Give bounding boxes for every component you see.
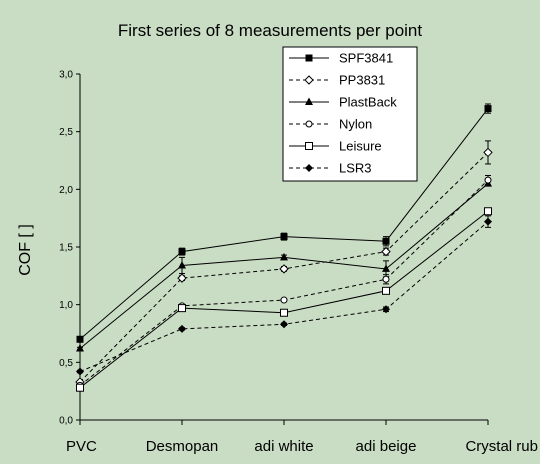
data-point: [76, 335, 84, 343]
data-point: [279, 264, 289, 274]
data-point: [178, 248, 186, 256]
data-point: [280, 320, 288, 329]
legend-marker: [304, 75, 314, 85]
data-point: [178, 304, 186, 313]
data-point: [484, 217, 492, 226]
legend-marker: [305, 164, 313, 172]
y-tick-label: 0,5: [59, 358, 73, 369]
legend-marker: [305, 142, 313, 150]
data-point: [76, 383, 84, 392]
legend: SPF3841 PP3831 PlastBack Nylon Leisure LSR3: [282, 46, 418, 182]
legend-marker: [305, 54, 313, 62]
series-LSR3: [76, 215, 492, 376]
data-point: [382, 237, 390, 245]
legend-label: SPF3841: [339, 51, 393, 66]
axes: 0,0 0,5 1,0 1,5 2,0 2,5 3,0 PVC Desmopan adi whit…: [59, 70, 538, 456]
data-point: [484, 105, 492, 113]
y-tick-label: 0,0: [59, 416, 73, 427]
chart-title: First series of 8 measurements per point: [118, 21, 423, 40]
series-Nylon: [76, 174, 492, 389]
data-point: [484, 176, 492, 184]
legend-label: Leisure: [339, 139, 382, 154]
data-point: [382, 275, 390, 283]
series-Leisure: [76, 207, 492, 392]
series-layer: [75, 103, 493, 392]
legend-marker: [305, 97, 313, 105]
legend-label: PlastBack: [339, 95, 397, 110]
x-tick-label: PVC: [66, 438, 97, 455]
legend-box: [282, 46, 418, 182]
data-point: [76, 367, 84, 376]
data-point: [76, 343, 84, 352]
data-point: [484, 207, 492, 216]
x-tick-label: adi beige: [356, 438, 417, 455]
series-SPF3841: [76, 103, 492, 343]
series-line: [79, 179, 489, 386]
data-point: [178, 260, 186, 269]
data-point: [280, 252, 288, 261]
x-tick-label: adi white: [254, 438, 313, 455]
data-point: [280, 296, 288, 304]
legend-label: LSR3: [339, 161, 372, 176]
data-point: [280, 233, 288, 241]
y-tick-label: 1,0: [59, 300, 73, 311]
data-point: [381, 246, 391, 257]
y-tick-label: 3,0: [59, 70, 73, 81]
data-point: [382, 264, 390, 272]
y-axis-label: COF [ ]: [17, 224, 34, 276]
x-tick-label: Crystal rub: [465, 438, 538, 455]
legend-label: Nylon: [339, 117, 372, 132]
data-point: [177, 273, 187, 283]
y-tick-label: 2,5: [59, 127, 73, 138]
data-point: [483, 147, 493, 158]
legend-label: PP3831: [339, 73, 385, 88]
x-tick-label: Desmopan: [146, 438, 219, 455]
data-point: [382, 305, 390, 314]
data-point: [280, 308, 288, 317]
y-tick-label: 2,0: [59, 185, 73, 196]
data-point: [178, 324, 186, 333]
y-tick-label: 1,5: [59, 243, 73, 254]
legend-marker: [305, 120, 313, 128]
data-point: [382, 286, 390, 295]
